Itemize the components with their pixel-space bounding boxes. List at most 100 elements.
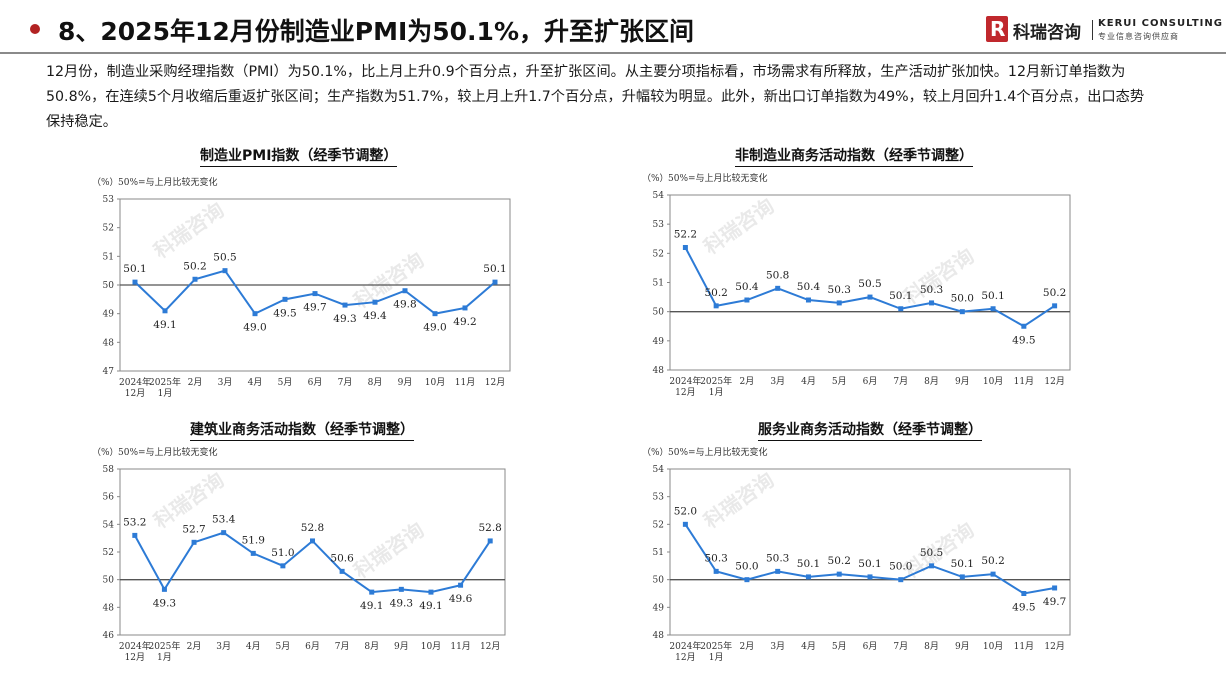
logo-divider [1092, 20, 1093, 40]
x-tick-label: 2025年 [149, 376, 181, 388]
chart-title: 非制造业商务活动指数（经季节调整） [735, 145, 973, 167]
data-point [192, 276, 198, 282]
y-tick-label: 48 [653, 366, 665, 376]
y-tick-label: 52 [103, 224, 114, 234]
data-point [867, 294, 873, 300]
title-bullet [30, 24, 40, 34]
x-tick-label: 3月 [218, 377, 233, 388]
data-label: 49.0 [243, 322, 266, 334]
data-label: 49.4 [363, 310, 387, 322]
data-point [312, 291, 318, 297]
x-tick-label: 11月 [1014, 376, 1034, 387]
data-point [428, 589, 434, 595]
data-point [250, 550, 256, 556]
chart-note: 50%=与上月比较无变化 [668, 446, 768, 458]
x-tick-label: 11月 [455, 377, 475, 388]
x-tick-label: 2024年 [119, 376, 151, 388]
data-label: 51.0 [271, 547, 294, 559]
data-label: 50.1 [981, 290, 1004, 302]
axis-unit: （%） [92, 177, 119, 188]
x-tick-label: 2024年 [669, 640, 701, 652]
data-point [1052, 303, 1058, 309]
data-point [280, 563, 286, 569]
data-label: 49.5 [1012, 602, 1035, 614]
data-point [1052, 585, 1058, 591]
x-tick-label: 3月 [770, 376, 785, 387]
data-point [252, 311, 258, 317]
data-point [162, 308, 168, 314]
data-label: 49.0 [423, 322, 446, 334]
y-tick-label: 51 [653, 548, 664, 558]
x-tick-label: 2月 [188, 377, 203, 388]
data-label: 49.2 [453, 316, 476, 328]
axis-unit: （%） [642, 173, 669, 184]
x-tick-label: 9月 [955, 376, 970, 387]
data-label: 49.6 [449, 593, 473, 605]
y-tick-label: 50 [103, 281, 115, 291]
data-label: 50.5 [920, 547, 943, 559]
data-label: 49.5 [1012, 334, 1035, 346]
data-label: 49.1 [360, 600, 383, 612]
summary-paragraph: 12月份，制造业采购经理指数（PMI）为50.1%，比上月上升0.9个百分点，升… [46, 64, 1145, 130]
page-header: 8、2025年12月份制造业PMI为50.1%，升至扩张区间 R 科瑞咨询 KE… [0, 0, 1226, 52]
x-tick-label: 3月 [216, 641, 231, 652]
x-tick-label: 9月 [394, 641, 409, 652]
x-tick-label: 5月 [276, 641, 291, 652]
data-label: 50.0 [735, 561, 758, 573]
data-point [221, 530, 227, 536]
y-tick-label: 53 [653, 493, 665, 503]
data-point [990, 571, 996, 577]
data-point [339, 568, 345, 574]
axis-unit: （%） [642, 447, 669, 458]
data-label: 49.3 [333, 313, 356, 325]
x-tick-label: 9月 [955, 641, 970, 652]
y-tick-label: 51 [103, 252, 114, 262]
x-tick-label: 11月 [1014, 641, 1034, 652]
data-label: 52.2 [674, 229, 697, 241]
x-tick-label: 1月 [709, 652, 724, 663]
data-point [836, 571, 842, 577]
chart-services: 服务业商务活动指数（经季节调整） 科瑞咨询 科瑞咨询 （%） 50%=与上月比较无变化… [640, 419, 1100, 679]
data-label: 50.1 [951, 558, 974, 570]
x-tick-label: 12月 [1044, 641, 1064, 652]
data-point [744, 577, 750, 583]
data-label: 50.2 [183, 260, 206, 272]
x-tick-label: 7月 [335, 641, 350, 652]
data-label: 50.1 [483, 263, 506, 275]
data-point [369, 589, 375, 595]
data-label: 50.2 [704, 287, 727, 299]
watermark-text: 科瑞咨询 [699, 468, 778, 534]
data-point [898, 577, 904, 583]
y-tick-label: 52 [653, 249, 664, 259]
y-tick-label: 53 [103, 195, 115, 205]
data-point [1021, 591, 1027, 596]
chart-title: 服务业商务活动指数（经季节调整） [758, 419, 982, 441]
x-tick-label: 5月 [832, 641, 847, 652]
x-tick-label: 12月 [675, 387, 695, 398]
chart-non-manufacturing: 非制造业商务活动指数（经季节调整） 科瑞咨询 科瑞咨询 （%） 50%=与上月比较无变… [640, 145, 1100, 405]
data-label: 50.3 [766, 552, 789, 564]
x-tick-label: 2025年 [148, 640, 180, 652]
logo-mark-icon: R [986, 16, 1008, 42]
y-tick-label: 52 [653, 520, 664, 530]
data-point [462, 305, 468, 311]
y-tick-label: 49 [103, 310, 115, 320]
x-tick-label: 8月 [368, 377, 383, 388]
data-point [867, 574, 873, 580]
x-tick-label: 2025年 [700, 640, 732, 652]
data-label: 50.1 [858, 558, 881, 570]
y-tick-label: 50 [653, 308, 665, 318]
data-label: 49.8 [393, 299, 416, 311]
data-label: 52.7 [182, 523, 205, 535]
y-tick-label: 54 [653, 191, 665, 201]
data-point [959, 574, 965, 580]
x-tick-label: 6月 [305, 641, 320, 652]
data-point [372, 299, 378, 305]
x-tick-label: 8月 [364, 641, 379, 652]
y-tick-label: 48 [103, 603, 115, 613]
chart-title: 建筑业商务活动指数（经季节调整） [190, 419, 414, 441]
data-label: 52.8 [478, 522, 501, 534]
